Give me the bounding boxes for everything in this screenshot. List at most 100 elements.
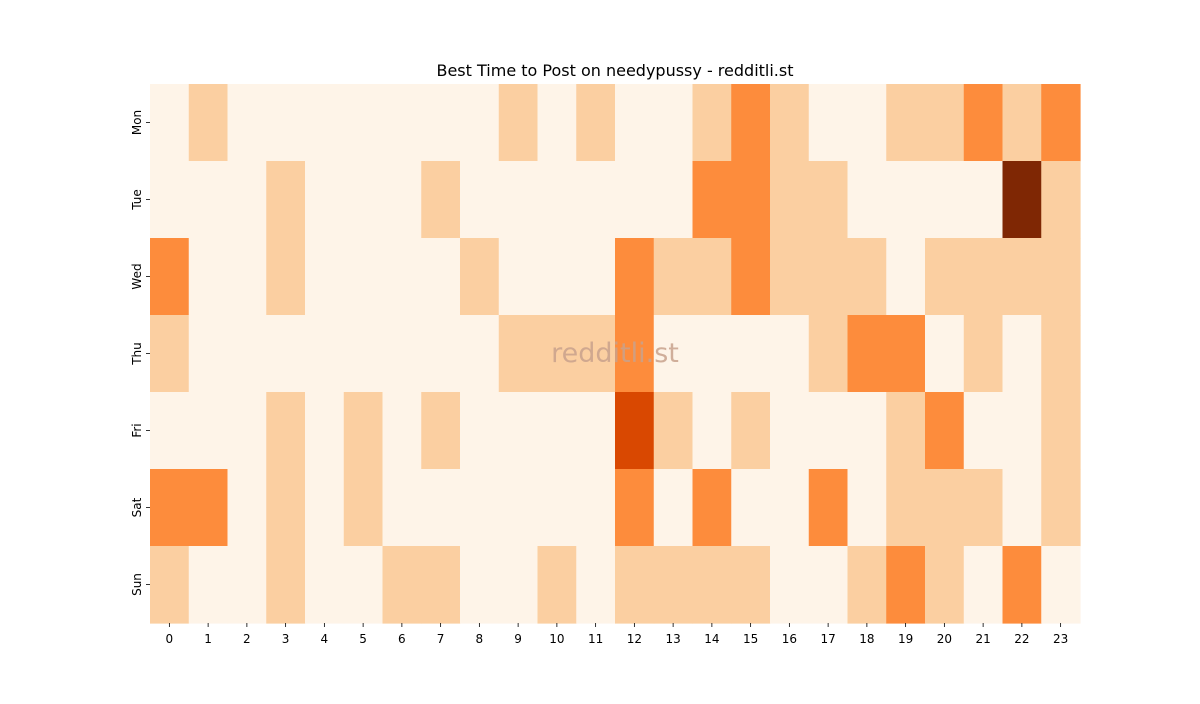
heatmap-cell-mon-15 bbox=[731, 84, 771, 162]
x-tick-label: 22 bbox=[1014, 632, 1029, 646]
heatmap-cell-sat-22 bbox=[1002, 469, 1042, 547]
heatmap-cell-sat-2 bbox=[227, 469, 267, 547]
heatmap-cell-fri-4 bbox=[305, 392, 345, 470]
heatmap-cell-sun-6 bbox=[382, 546, 422, 624]
heatmap-cell-wed-2 bbox=[227, 238, 267, 316]
heatmap-cell-fri-16 bbox=[770, 392, 810, 470]
heatmap-cell-tue-15 bbox=[731, 161, 771, 239]
y-tick-label: Sat bbox=[130, 497, 144, 517]
heatmap-cell-thu-8 bbox=[460, 315, 500, 393]
heatmap-cell-thu-13 bbox=[653, 315, 694, 393]
x-tick-label: 12 bbox=[627, 632, 642, 646]
x-tick-label: 6 bbox=[398, 632, 406, 646]
heatmap-cell-sat-11 bbox=[576, 469, 616, 547]
heatmap-cell-tue-10 bbox=[537, 161, 577, 239]
heatmap-cell-wed-4 bbox=[305, 238, 345, 316]
x-axis: 0 1 2 3 4 5 6 7 8 9 10 11 12 13 14 15 16 17 18 19 20 21 22 23 bbox=[166, 623, 1068, 646]
heatmap-cell-tue-12 bbox=[615, 161, 655, 239]
heatmap-cell-tue-9 bbox=[498, 161, 539, 239]
heatmap-cell-fri-12 bbox=[615, 392, 655, 470]
heatmap-cell-sat-7 bbox=[421, 469, 461, 547]
x-tick-label: 15 bbox=[743, 632, 758, 646]
heatmap-cell-mon-1 bbox=[188, 84, 229, 162]
heatmap-cell-tue-5 bbox=[343, 161, 384, 239]
heatmap-cell-sun-4 bbox=[305, 546, 345, 624]
heatmap-cell-sun-13 bbox=[653, 546, 694, 624]
heatmap-cell-sat-14 bbox=[692, 469, 732, 547]
heatmap-cell-wed-11 bbox=[576, 238, 616, 316]
heatmap-cell-sun-14 bbox=[692, 546, 732, 624]
heatmap-cell-tue-20 bbox=[925, 161, 965, 239]
heatmap-cell-wed-14 bbox=[692, 238, 732, 316]
heatmap-cell-wed-12 bbox=[615, 238, 655, 316]
heatmap-cell-sat-3 bbox=[266, 469, 306, 547]
heatmap-cell-wed-15 bbox=[731, 238, 771, 316]
heatmap-cell-sun-2 bbox=[227, 546, 267, 624]
heatmap-cell-fri-7 bbox=[421, 392, 461, 470]
heatmap-cell-sat-21 bbox=[963, 469, 1004, 547]
heatmap-cell-fri-14 bbox=[692, 392, 732, 470]
heatmap-cell-wed-6 bbox=[382, 238, 422, 316]
heatmap-cell-thu-18 bbox=[847, 315, 887, 393]
heatmap-cell-mon-21 bbox=[963, 84, 1004, 162]
heatmap-cell-wed-0 bbox=[150, 238, 190, 316]
heatmap-cell-thu-23 bbox=[1041, 315, 1081, 393]
x-tick-label: 19 bbox=[898, 632, 913, 646]
heatmap-cell-sun-19 bbox=[886, 546, 926, 624]
heatmap-cell-mon-19 bbox=[886, 84, 926, 162]
watermark-text: redditli.st bbox=[551, 338, 679, 369]
heatmap-cell-fri-19 bbox=[886, 392, 926, 470]
heatmap-cell-fri-23 bbox=[1041, 392, 1081, 470]
heatmap-cell-tue-14 bbox=[692, 161, 732, 239]
heatmap-cell-thu-15 bbox=[731, 315, 771, 393]
heatmap-cell-tue-4 bbox=[305, 161, 345, 239]
heatmap-cell-wed-7 bbox=[421, 238, 461, 316]
chart-title: Best Time to Post on needypussy - reddit… bbox=[436, 61, 793, 80]
heatmap-cell-thu-4 bbox=[305, 315, 345, 393]
y-tick-label: Wed bbox=[130, 263, 144, 289]
heatmap-cell-thu-10 bbox=[537, 315, 577, 393]
heatmap-cell-sun-21 bbox=[963, 546, 1004, 624]
heatmap-cell-thu-17 bbox=[808, 315, 849, 393]
heatmap-cell-fri-17 bbox=[808, 392, 849, 470]
heatmap-cell-wed-23 bbox=[1041, 238, 1081, 316]
heatmap-cell-wed-21 bbox=[963, 238, 1004, 316]
heatmap-cell-wed-20 bbox=[925, 238, 965, 316]
heatmap-cell-thu-0 bbox=[150, 315, 190, 393]
x-tick-label: 20 bbox=[937, 632, 952, 646]
heatmap-cell-mon-23 bbox=[1041, 84, 1081, 162]
heatmap-cell-tue-1 bbox=[188, 161, 229, 239]
heatmap-cells bbox=[150, 84, 1081, 624]
heatmap-cell-sat-15 bbox=[731, 469, 771, 547]
heatmap-cell-tue-6 bbox=[382, 161, 422, 239]
heatmap-cell-sun-9 bbox=[498, 546, 539, 624]
heatmap-cell-wed-18 bbox=[847, 238, 887, 316]
heatmap-cell-wed-5 bbox=[343, 238, 384, 316]
heatmap-cell-wed-3 bbox=[266, 238, 306, 316]
heatmap-cell-mon-18 bbox=[847, 84, 887, 162]
x-tick-label: 11 bbox=[588, 632, 603, 646]
heatmap-cell-mon-13 bbox=[653, 84, 694, 162]
x-tick-label: 23 bbox=[1053, 632, 1068, 646]
x-tick-label: 9 bbox=[514, 632, 522, 646]
heatmap-cell-mon-22 bbox=[1002, 84, 1042, 162]
heatmap-cell-thu-20 bbox=[925, 315, 965, 393]
heatmap-cell-sat-16 bbox=[770, 469, 810, 547]
x-tick-label: 14 bbox=[704, 632, 719, 646]
heatmap-cell-mon-16 bbox=[770, 84, 810, 162]
heatmap-cell-sat-13 bbox=[653, 469, 694, 547]
heatmap-cell-sat-20 bbox=[925, 469, 965, 547]
heatmap-cell-tue-22 bbox=[1002, 161, 1042, 239]
heatmap-cell-tue-19 bbox=[886, 161, 926, 239]
heatmap-cell-sun-10 bbox=[537, 546, 577, 624]
heatmap-cell-sun-3 bbox=[266, 546, 306, 624]
heatmap-cell-mon-14 bbox=[692, 84, 732, 162]
x-tick-label: 10 bbox=[549, 632, 564, 646]
heatmap-cell-sun-16 bbox=[770, 546, 810, 624]
heatmap-cell-thu-6 bbox=[382, 315, 422, 393]
x-tick-label: 0 bbox=[166, 632, 174, 646]
heatmap-cell-tue-8 bbox=[460, 161, 500, 239]
heatmap-cell-fri-21 bbox=[963, 392, 1004, 470]
heatmap-cell-mon-11 bbox=[576, 84, 616, 162]
